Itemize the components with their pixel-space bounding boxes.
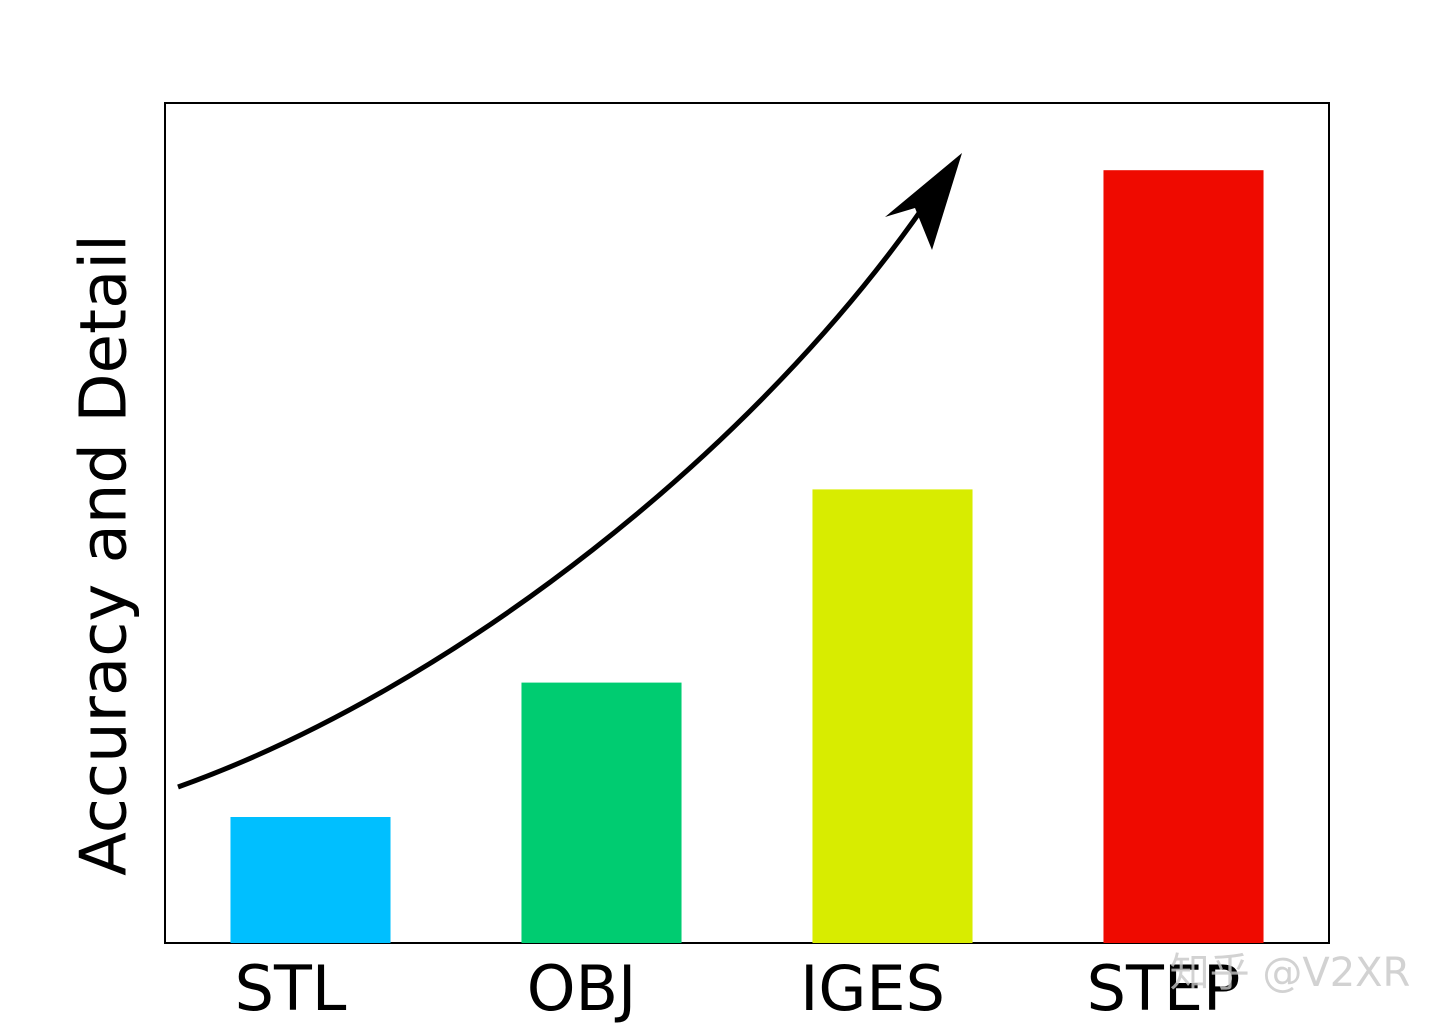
arrow-head xyxy=(885,153,962,250)
plot-frame xyxy=(164,102,1330,944)
bar xyxy=(230,817,391,943)
x-tick-label: OBJ xyxy=(527,952,637,1025)
bar xyxy=(812,489,973,943)
x-tick-label: STEP xyxy=(1087,952,1241,1025)
x-tick-label: IGES xyxy=(800,952,945,1025)
x-tick-label: STL xyxy=(235,952,347,1025)
trend-arrow xyxy=(177,188,938,790)
watermark: 知乎 @V2XR xyxy=(1170,950,1411,996)
bar xyxy=(1103,170,1264,943)
y-axis-label: Accuracy and Detail xyxy=(68,234,142,876)
bar xyxy=(521,682,682,943)
